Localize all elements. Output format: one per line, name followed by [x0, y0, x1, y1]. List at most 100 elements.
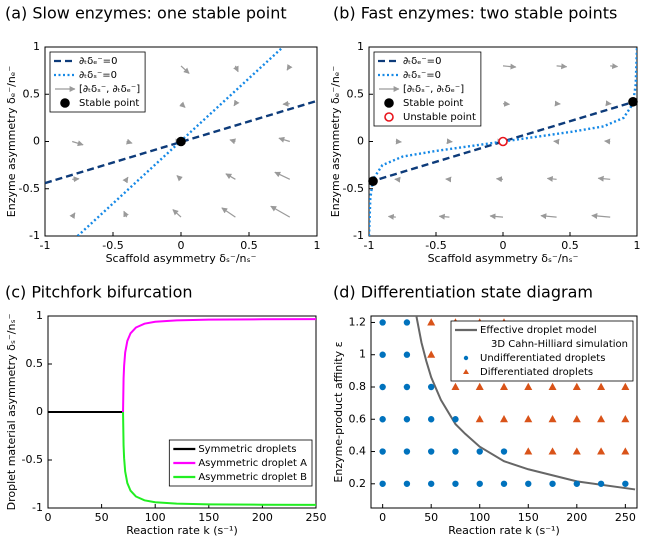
- x-tick-label: 200: [252, 511, 273, 524]
- x-tick-label: 1: [314, 239, 321, 252]
- data-point: [404, 352, 410, 358]
- x-tick-label: 250: [306, 511, 327, 524]
- legend-label: Effective droplet model: [480, 325, 597, 336]
- y-tick-label: -0.5: [19, 182, 40, 195]
- y-axis-label: Enzyme asymmetry δₑ⁻/nₑ⁻: [329, 66, 342, 218]
- data-point: [428, 384, 434, 390]
- x-tick-label: -0.5: [425, 239, 446, 252]
- y-tick-label: 0.2: [349, 477, 367, 490]
- y-tick-label: 0: [36, 405, 43, 418]
- x-tick-label: 50: [424, 511, 438, 524]
- x-axis-label: Reaction rate k (s⁻¹): [126, 524, 238, 537]
- panel: (d) Differentiation state diagram Reactio…: [332, 283, 637, 538]
- panel-title: (a) Slow enzymes: one stable point: [5, 4, 287, 23]
- data-point: [452, 416, 458, 422]
- panel: (a) Slow enzymes: one stable point Scaffo…: [5, 4, 321, 266]
- data-point: [622, 481, 628, 487]
- legend-label: Asymmetric droplet A: [198, 458, 307, 469]
- y-tick-label: 0: [33, 135, 40, 148]
- y-tick-label: -0.5: [343, 182, 364, 195]
- vector-arrow: [497, 179, 503, 180]
- legend-swatch: [61, 99, 69, 107]
- fixed-point: [629, 98, 637, 106]
- y-tick-label: 0.4: [349, 445, 367, 458]
- data-point: [428, 448, 434, 454]
- panel: (b) Fast enzymes: two stable points Scaff…: [329, 4, 641, 266]
- vector-arrow: [557, 66, 567, 67]
- x-tick-label: -0.5: [102, 239, 123, 252]
- y-tick-label: 0.6: [349, 412, 367, 425]
- y-tick-label: -0.5: [22, 453, 43, 466]
- data-point: [379, 448, 385, 454]
- legend-label: Unstable point: [403, 112, 476, 123]
- data-point: [452, 481, 458, 487]
- data-point: [501, 448, 507, 454]
- x-tick-label: 0.5: [561, 239, 579, 252]
- x-tick-label: -1: [364, 239, 375, 252]
- panel-title: (b) Fast enzymes: two stable points: [333, 4, 617, 23]
- data-point: [404, 319, 410, 325]
- y-tick-label: -1: [353, 229, 364, 242]
- x-tick-label: 100: [469, 511, 490, 524]
- y-tick-label: 1: [36, 309, 43, 322]
- x-tick-label: 0: [45, 511, 52, 524]
- vector-arrow: [610, 66, 617, 67]
- legend-label: [∂ₜδₛ⁻, ∂ₜδₑ⁻]: [79, 84, 140, 95]
- vector-arrow: [439, 216, 449, 217]
- x-tick-label: 150: [198, 511, 219, 524]
- legend-label: ∂ₜδₛ⁻=0: [403, 70, 441, 81]
- vector-arrow: [503, 104, 509, 105]
- y-tick-label: 1: [359, 348, 366, 361]
- panel-title: (d) Differentiation state diagram: [333, 283, 593, 302]
- legend: ∂ₜδₑ⁻=0∂ₜδₛ⁻=0[∂ₜδₛ⁻, ∂ₜδₑ⁻]Stable point: [50, 52, 145, 112]
- legend-label: Symmetric droplets: [198, 444, 296, 455]
- data-point: [428, 416, 434, 422]
- legend: Effective droplet model 3D Cahn-Hilliard …: [451, 321, 633, 381]
- y-tick-label: 0: [357, 135, 364, 148]
- x-tick-label: 250: [615, 511, 636, 524]
- x-tick-label: 0: [500, 239, 507, 252]
- y-tick-label: -1: [32, 501, 43, 514]
- data-point: [379, 352, 385, 358]
- y-axis-label: Droplet material asymmetry δₛ⁻/nₛ⁻: [5, 313, 18, 510]
- data-point: [404, 448, 410, 454]
- data-point: [379, 384, 385, 390]
- x-tick-label: 150: [518, 511, 539, 524]
- legend-swatch: [385, 113, 393, 121]
- data-point: [549, 481, 555, 487]
- y-tick-label: -1: [29, 229, 40, 242]
- legend-label: Asymmetric droplet B: [198, 472, 307, 483]
- y-tick-label: 1.2: [349, 315, 367, 328]
- x-axis-label: Scaffold asymmetry δₛ⁻/nₛ⁻: [106, 252, 257, 265]
- legend-label: [∂ₜδₛ⁻, ∂ₜδₑ⁻]: [403, 84, 464, 95]
- x-tick-label: 100: [145, 511, 166, 524]
- x-tick-label: 0.5: [240, 239, 258, 252]
- legend-label: 3D Cahn-Hilliard simulation: [491, 339, 628, 350]
- x-tick-label: 1: [634, 239, 641, 252]
- data-point: [525, 481, 531, 487]
- panel-title: (c) Pitchfork bifurcation: [5, 283, 193, 302]
- data-point: [598, 481, 604, 487]
- y-axis-label: Enzyme asymmetry δₑ⁻/nₑ⁻: [5, 66, 18, 218]
- data-point: [574, 481, 580, 487]
- y-tick-label: 0.8: [349, 380, 367, 393]
- legend-label: ∂ₜδₛ⁻=0: [79, 70, 117, 81]
- y-tick-label: 0.5: [347, 87, 365, 100]
- fixed-point: [369, 177, 377, 185]
- y-tick-label: 1: [357, 40, 364, 53]
- x-tick-label: -1: [40, 239, 51, 252]
- x-axis-label: Reaction rate k (s⁻¹): [448, 524, 560, 537]
- x-axis-label: Scaffold asymmetry δₛ⁻/nₛ⁻: [428, 252, 579, 265]
- legend-label: Differentiated droplets: [480, 367, 593, 378]
- data-point: [404, 384, 410, 390]
- data-point: [404, 416, 410, 422]
- data-point: [477, 481, 483, 487]
- data-point: [428, 481, 434, 487]
- y-tick-label: 1: [33, 40, 40, 53]
- data-point: [452, 448, 458, 454]
- legend-swatch: [464, 356, 468, 360]
- data-point: [404, 481, 410, 487]
- data-point: [379, 481, 385, 487]
- data-point: [477, 448, 483, 454]
- data-point: [501, 481, 507, 487]
